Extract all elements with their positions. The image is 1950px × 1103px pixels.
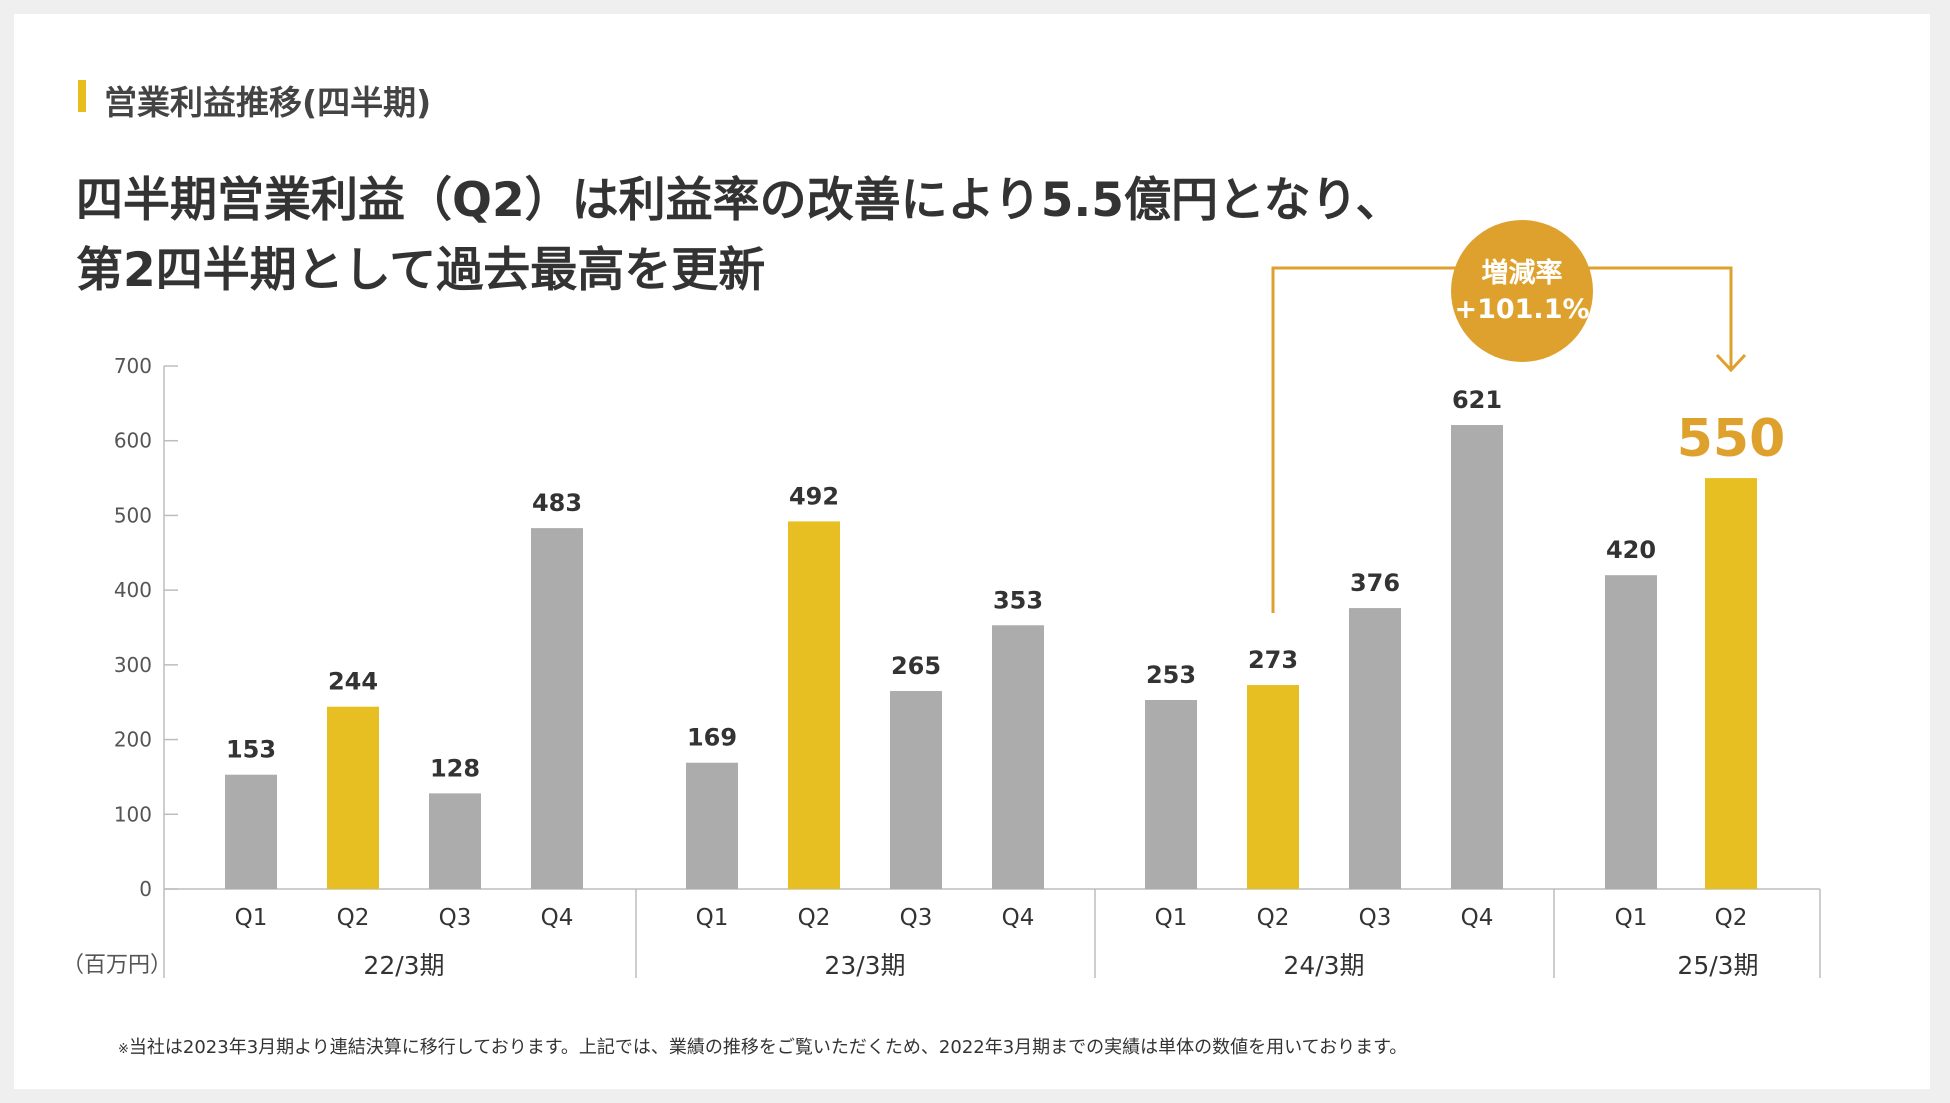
data-label: 492 — [789, 482, 839, 510]
x-tick-label: Q3 — [439, 905, 472, 931]
headline-line-1: 四半期営業利益（Q2）は利益率の改善により5.5億円となり、 — [76, 173, 1403, 228]
data-label: 376 — [1350, 569, 1400, 597]
y-unit-label: （百万円） — [62, 953, 172, 978]
bar-25/3期-Q2 — [1705, 478, 1757, 889]
data-label: 169 — [687, 724, 737, 752]
group-label: 23/3期 — [824, 951, 905, 980]
bar-22/3期-Q4 — [531, 528, 583, 889]
y-tick-label: 500 — [114, 503, 152, 527]
bar-23/3期-Q4 — [992, 625, 1044, 889]
section-accent-bar — [78, 80, 86, 112]
y-tick-label: 100 — [114, 802, 152, 826]
data-label: 420 — [1606, 536, 1656, 564]
data-label: 483 — [532, 489, 582, 517]
x-tick-label: Q3 — [1359, 905, 1392, 931]
x-tick-label: Q1 — [235, 905, 268, 931]
bar-24/3期-Q2 — [1247, 685, 1299, 889]
x-tick-label: Q1 — [696, 905, 729, 931]
group-label: 25/3期 — [1677, 951, 1758, 980]
headline-line-2: 第2四半期として過去最高を更新 — [76, 243, 766, 298]
group-label: 24/3期 — [1283, 951, 1364, 980]
data-label: 128 — [430, 754, 480, 782]
bar-25/3期-Q1 — [1605, 575, 1657, 889]
data-label-emphasis: 550 — [1677, 409, 1786, 469]
data-label: 244 — [328, 668, 378, 696]
data-label: 265 — [891, 652, 941, 680]
data-label: 621 — [1452, 386, 1502, 414]
x-tick-label: Q4 — [1461, 905, 1494, 931]
bar-22/3期-Q2 — [327, 706, 379, 889]
group-label: 22/3期 — [363, 951, 444, 980]
data-label: 273 — [1248, 646, 1298, 674]
bar-22/3期-Q3 — [429, 793, 481, 889]
bar-22/3期-Q1 — [225, 774, 277, 889]
bar-23/3期-Q3 — [890, 691, 942, 889]
bar-24/3期-Q3 — [1349, 608, 1401, 889]
x-tick-label: Q2 — [1257, 905, 1290, 931]
slide: 営業利益推移(四半期) 四半期営業利益（Q2）は利益率の改善により5.5億円とな… — [14, 14, 1930, 1089]
growth-rate-badge — [1451, 220, 1593, 362]
y-tick-label: 400 — [114, 578, 152, 602]
data-label: 153 — [226, 736, 276, 764]
footnote: ※当社は2023年3月期より連結決算に移行しております。上記では、業績の推移をご… — [118, 1033, 1407, 1059]
y-tick-label: 0 — [139, 877, 152, 901]
x-tick-label: Q1 — [1615, 905, 1648, 931]
x-tick-label: Q2 — [337, 905, 370, 931]
bar-24/3期-Q1 — [1145, 699, 1197, 889]
headline: 四半期営業利益（Q2）は利益率の改善により5.5億円となり、 第2四半期として過… — [76, 166, 1403, 306]
y-tick-label: 300 — [114, 653, 152, 677]
y-tick-label: 600 — [114, 429, 152, 453]
y-tick-label: 200 — [114, 728, 152, 752]
data-label: 253 — [1146, 661, 1196, 689]
bar-24/3期-Q4 — [1451, 425, 1503, 889]
x-tick-label: Q1 — [1155, 905, 1188, 931]
x-tick-label: Q4 — [541, 905, 574, 931]
bar-23/3期-Q1 — [686, 762, 738, 889]
data-label: 353 — [993, 586, 1043, 614]
growth-rate-title: 増減率 — [1482, 257, 1563, 289]
section-title: 営業利益推移(四半期) — [104, 83, 432, 122]
x-tick-label: Q4 — [1002, 905, 1035, 931]
bar-23/3期-Q2 — [788, 521, 840, 889]
x-tick-label: Q2 — [1715, 905, 1748, 931]
growth-arrow-head — [1715, 353, 1747, 373]
x-tick-label: Q2 — [798, 905, 831, 931]
footnote-mark: ※ — [118, 1042, 129, 1057]
footnote-text: 当社は2023年3月期より連結決算に移行しております。上記では、業績の推移をご覧… — [128, 1037, 1408, 1058]
growth-rate-value: +101.1% — [1454, 294, 1589, 325]
x-tick-label: Q3 — [900, 905, 933, 931]
y-tick-label: 700 — [114, 354, 152, 378]
